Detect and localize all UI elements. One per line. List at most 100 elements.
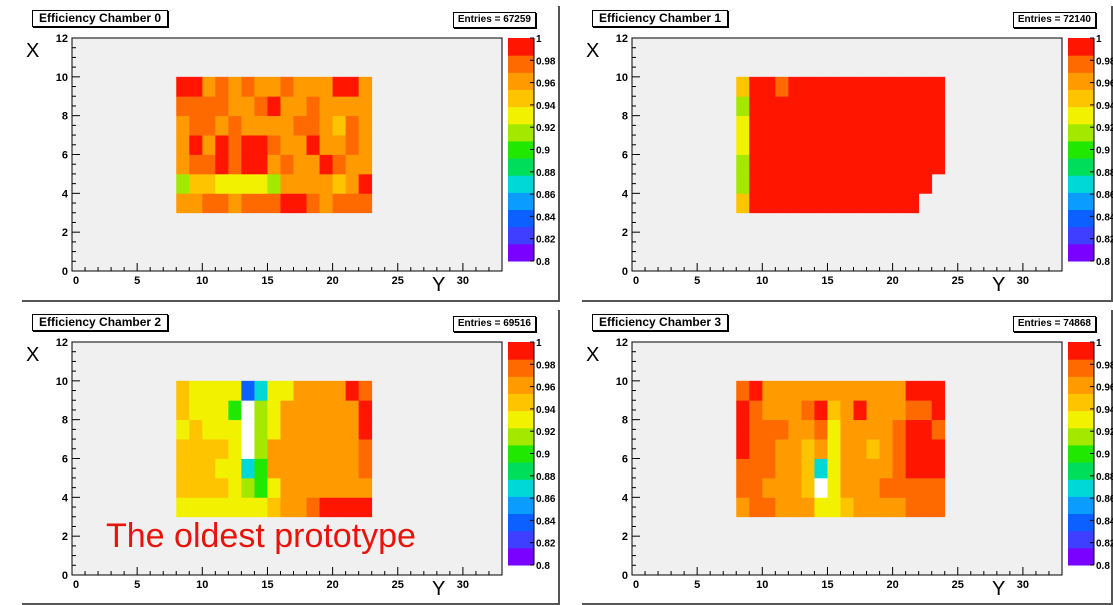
heatmap-cell (918, 458, 933, 479)
heatmap-cell (306, 439, 320, 459)
heatmap-cell (892, 419, 907, 440)
heatmap-cell (931, 439, 946, 459)
heatmap-cell (202, 76, 216, 97)
y-tick-label: 6 (62, 150, 68, 162)
heatmap-cell (241, 380, 255, 401)
x-tick-label: 25 (952, 275, 964, 287)
heatmap-cell (241, 154, 255, 175)
colorbar-band (508, 38, 534, 56)
heatmap-cell (358, 439, 373, 459)
y-tick-label: 2 (622, 531, 628, 543)
y-tick-label: 2 (62, 531, 68, 543)
heatmap-cell (736, 135, 750, 155)
heatmap-plot: 0 5 10 15 20 25 30 0 2 4 6 8 10 12 1 0.98 0.96 0.94 0.92 0.… (582, 310, 1113, 605)
y-tick-label: 10 (616, 72, 628, 84)
heatmap-cell (788, 96, 802, 117)
y-tick-label: 4 (62, 492, 69, 504)
heatmap-cell (306, 419, 320, 440)
heatmap-cell (254, 115, 268, 136)
x-axis-label: Y (432, 578, 446, 600)
colorbar-band (508, 462, 534, 480)
colorbar-band (1068, 226, 1094, 245)
heatmap-cell (267, 173, 281, 194)
heatmap-cell (866, 135, 880, 155)
heatmap-cell (267, 115, 281, 136)
heatmap-cell (202, 115, 216, 136)
heatmap-cell (775, 76, 789, 97)
heatmap-cell (801, 400, 815, 421)
colorbar-band (1068, 72, 1094, 90)
colorbar-tick-label: 0.94 (1096, 101, 1113, 112)
x-tick-label: 15 (821, 579, 833, 591)
colorbar-tick-label: 0.92 (536, 427, 556, 438)
heatmap-cell (345, 76, 360, 97)
x-tick-label: 20 (326, 579, 338, 591)
x-tick-label: 5 (694, 579, 700, 591)
heatmap-cell (215, 173, 229, 194)
heatmap-cell (775, 439, 789, 459)
heatmap-cell (801, 76, 815, 97)
colorbar-tick-label: 0.86 (536, 494, 556, 505)
y-tick-label: 8 (62, 111, 68, 123)
heatmap-cell (866, 477, 880, 498)
heatmap-cell (931, 380, 946, 401)
heatmap-cell (228, 477, 242, 498)
heatmap-cell (215, 497, 229, 518)
heatmap-cell (853, 458, 867, 479)
colorbar-tick-label: 0.82 (1096, 235, 1113, 246)
heatmap-cell (879, 115, 894, 136)
heatmap-cell (853, 193, 867, 214)
colorbar-band (1068, 158, 1094, 176)
heatmap-cell (892, 380, 907, 401)
heatmap-cell (241, 419, 255, 440)
heatmap-cell (814, 193, 828, 214)
heatmap-cell (176, 193, 190, 214)
heatmap-cell (918, 135, 933, 155)
heatmap-cell (788, 419, 802, 440)
heatmap-cell (879, 135, 894, 155)
colorbar-band (508, 158, 534, 176)
heatmap-cell (762, 380, 776, 401)
heatmap-cell (332, 115, 347, 136)
colorbar-band (508, 376, 534, 394)
colorbar-tick-label: 0.86 (1096, 190, 1113, 201)
heatmap-cell (332, 135, 347, 155)
colorbar-band (508, 55, 534, 73)
heatmap-cell (176, 419, 190, 440)
heatmap-cell (202, 458, 216, 479)
colorbar-band (1068, 55, 1094, 73)
heatmap-cell (827, 458, 841, 479)
heatmap-cell (241, 96, 255, 117)
heatmap-cell (749, 380, 763, 401)
entries-box: Entries = 72140 (1012, 12, 1096, 28)
heatmap-cell (840, 458, 854, 479)
heatmap-cell (319, 380, 334, 401)
heatmap-cell (202, 400, 216, 421)
x-tick-label: 0 (633, 579, 639, 591)
heatmap-cell (241, 458, 255, 479)
heatmap-cell (840, 135, 854, 155)
x-tick-label: 30 (1017, 275, 1029, 287)
heatmap-cell (736, 400, 750, 421)
y-tick-label: 12 (56, 337, 68, 349)
heatmap-cell (736, 497, 750, 518)
heatmap-cell (762, 135, 776, 155)
heatmap-cell (345, 135, 360, 155)
x-tick-label: 20 (886, 275, 898, 287)
heatmap-cell (866, 419, 880, 440)
heatmap-cell (905, 193, 920, 214)
heatmap-cell (814, 135, 828, 155)
heatmap-cell (931, 154, 946, 175)
colorbar-band (508, 393, 534, 412)
heatmap-cell (814, 419, 828, 440)
heatmap-cell (736, 193, 750, 214)
heatmap-cell (762, 497, 776, 518)
colorbar-band (508, 342, 534, 360)
colorbar-tick-label: 1 (536, 34, 542, 45)
y-tick-label: 6 (62, 454, 68, 466)
colorbar-band (508, 89, 534, 108)
colorbar-tick-label: 1 (1096, 338, 1102, 349)
heatmap-cell (267, 477, 281, 498)
heatmap-cell (358, 76, 373, 97)
heatmap-cell (345, 497, 360, 518)
